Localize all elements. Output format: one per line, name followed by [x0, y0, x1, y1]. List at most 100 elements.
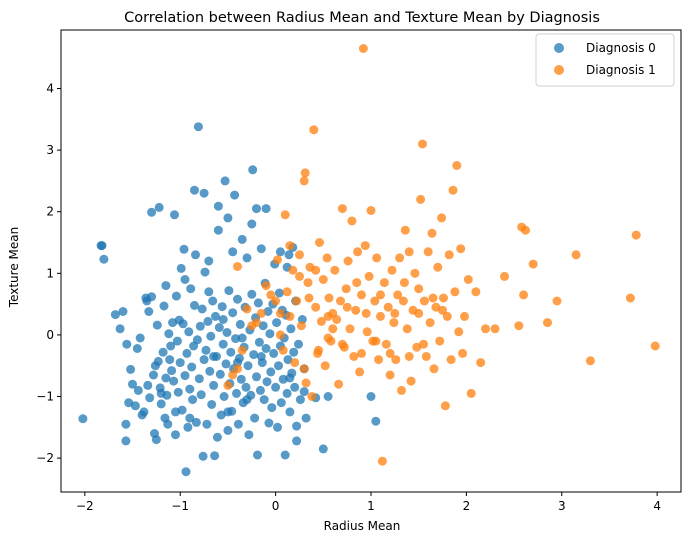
scatter-point-diagnosis-0	[161, 373, 171, 383]
scatter-point-diagnosis-1	[458, 348, 468, 358]
scatter-point-diagnosis-1	[295, 250, 304, 260]
scatter-point-diagnosis-0	[198, 451, 208, 461]
scatter-point-diagnosis-0	[217, 302, 227, 312]
scatter-point-diagnosis-1	[514, 321, 524, 331]
scatter-point-diagnosis-1	[334, 379, 344, 389]
scatter-point-diagnosis-1	[406, 376, 416, 386]
scatter-point-diagnosis-1	[385, 348, 395, 358]
scatter-point-diagnosis-0	[266, 367, 276, 377]
scatter-point-diagnosis-0	[244, 430, 254, 440]
scatter-point-diagnosis-1	[439, 293, 448, 303]
scatter-point-diagnosis-0	[280, 450, 290, 460]
scatter-point-diagnosis-1	[446, 355, 456, 365]
scatter-point-diagnosis-0	[144, 307, 154, 316]
scatter-point-diagnosis-1	[311, 302, 321, 312]
x-tick-label: 2	[463, 499, 471, 513]
scatter-point-diagnosis-0	[252, 372, 261, 382]
scatter-point-diagnosis-0	[175, 358, 185, 368]
scatter-point-diagnosis-0	[211, 311, 220, 321]
scatter-point-diagnosis-1	[371, 336, 381, 346]
scatter-point-diagnosis-1	[421, 352, 431, 361]
scatter-point-diagnosis-0	[139, 407, 149, 417]
scatter-point-diagnosis-1	[271, 296, 281, 306]
scatter-point-diagnosis-0	[247, 289, 257, 299]
scatter-point-diagnosis-1	[311, 265, 321, 275]
scatter-point-diagnosis-1	[323, 311, 333, 321]
scatter-point-diagnosis-0	[133, 385, 143, 395]
scatter-point-diagnosis-1	[571, 250, 581, 260]
scatter-point-diagnosis-0	[224, 286, 234, 296]
scatter-point-diagnosis-0	[237, 333, 247, 343]
scatter-point-diagnosis-0	[235, 319, 245, 329]
plot-frame	[60, 29, 682, 493]
scatter-point-diagnosis-1	[400, 225, 410, 235]
scatter-point-diagnosis-1	[223, 380, 233, 390]
scatter-point-diagnosis-0	[172, 336, 182, 346]
scatter-point-diagnosis-0	[118, 307, 128, 316]
scatter-point-diagnosis-0	[371, 416, 381, 426]
scatter-point-diagnosis-1	[300, 168, 310, 178]
scatter-point-diagnosis-0	[299, 387, 309, 397]
scatter-point-diagnosis-1	[521, 225, 530, 235]
scatter-point-diagnosis-0	[99, 254, 109, 264]
scatter-point-diagnosis-1	[290, 358, 300, 368]
scatter-point-diagnosis-1	[242, 304, 252, 314]
scatter-point-diagnosis-0	[161, 281, 171, 291]
scatter-point-diagnosis-0	[196, 390, 206, 400]
scatter-point-diagnosis-1	[280, 210, 290, 220]
scatter-point-diagnosis-0	[231, 334, 241, 344]
scatter-point-diagnosis-0	[259, 395, 269, 405]
scatter-point-diagnosis-1	[233, 364, 242, 374]
scatter-point-diagnosis-0	[228, 308, 238, 318]
scatter-point-diagnosis-0	[147, 292, 157, 302]
chart-title: Correlation between Radius Mean and Text…	[124, 10, 600, 26]
scatter-point-diagnosis-1	[466, 388, 476, 398]
scatter-point-diagnosis-0	[255, 385, 265, 395]
y-tick-label: 1	[46, 266, 54, 280]
scatter-point-diagnosis-1	[393, 290, 403, 300]
scatter-point-diagnosis-0	[199, 355, 209, 365]
scatter-point-diagnosis-0	[366, 392, 376, 401]
scatter-point-diagnosis-1	[304, 293, 314, 303]
scatter-point-diagnosis-0	[209, 352, 219, 361]
x-axis-label: Radius Mean	[324, 519, 401, 533]
scatter-point-diagnosis-0	[253, 298, 263, 308]
scatter-point-diagnosis-1	[278, 345, 288, 355]
scatter-point-diagnosis-0	[154, 202, 164, 212]
scatter-point-diagnosis-0	[183, 422, 193, 432]
x-tick-label: 4	[653, 499, 661, 513]
scatter-point-diagnosis-0	[200, 267, 210, 277]
scatter-point-diagnosis-0	[218, 339, 228, 349]
x-tick-label: −1	[171, 499, 189, 513]
scatter-point-diagnosis-1	[428, 293, 438, 303]
scatter-point-diagnosis-1	[585, 356, 595, 366]
scatter-point-diagnosis-0	[252, 204, 261, 214]
scatter-point-diagnosis-1	[307, 392, 317, 401]
scatter-point-diagnosis-0	[206, 331, 216, 341]
scatter-point-diagnosis-0	[207, 400, 217, 409]
scatter-point-diagnosis-0	[223, 425, 233, 435]
scatter-point-diagnosis-0	[143, 380, 153, 390]
scatter-point-diagnosis-1	[552, 296, 562, 306]
scatter-point-diagnosis-1	[456, 244, 466, 254]
scatter-point-diagnosis-1	[320, 361, 330, 371]
scatter-point-diagnosis-0	[213, 201, 223, 211]
scatter-point-diagnosis-1	[435, 336, 445, 346]
scatter-point-diagnosis-0	[216, 410, 226, 420]
scatter-point-diagnosis-0	[236, 374, 246, 384]
scatter-point-diagnosis-1	[419, 296, 429, 306]
scatter-point-diagnosis-1	[450, 287, 460, 297]
scatter-point-diagnosis-0	[222, 328, 232, 337]
y-tick-label: 4	[46, 82, 54, 96]
scatter-point-diagnosis-0	[191, 250, 200, 260]
scatter-point-diagnosis-0	[261, 204, 271, 214]
scatter-point-diagnosis-0	[202, 419, 212, 429]
scatter-point-diagnosis-1	[360, 241, 370, 251]
scatter-point-diagnosis-0	[132, 344, 142, 353]
scatter-point-diagnosis-1	[543, 318, 552, 328]
scatter-point-diagnosis-0	[158, 347, 168, 357]
scatter-point-diagnosis-0	[180, 275, 190, 284]
scatter-point-diagnosis-1	[247, 321, 257, 331]
scatter-point-diagnosis-1	[390, 308, 400, 318]
scatter-point-diagnosis-1	[463, 275, 473, 284]
